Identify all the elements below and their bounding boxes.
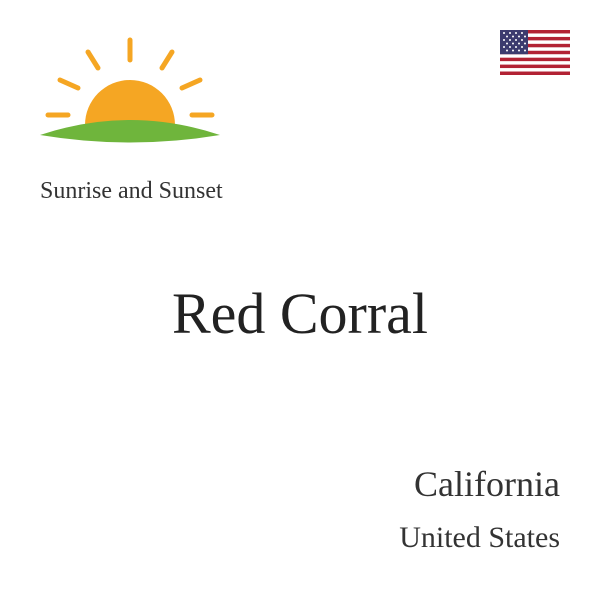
place-title: Red Corral	[0, 280, 600, 347]
sunrise-icon	[30, 30, 230, 170]
logo-area: Sunrise and Sunset	[30, 30, 280, 205]
usa-flag-icon	[500, 30, 570, 75]
country-label: United States	[399, 521, 560, 555]
brand-text: Sunrise and Sunset	[40, 178, 280, 205]
region-label: California	[414, 463, 560, 505]
